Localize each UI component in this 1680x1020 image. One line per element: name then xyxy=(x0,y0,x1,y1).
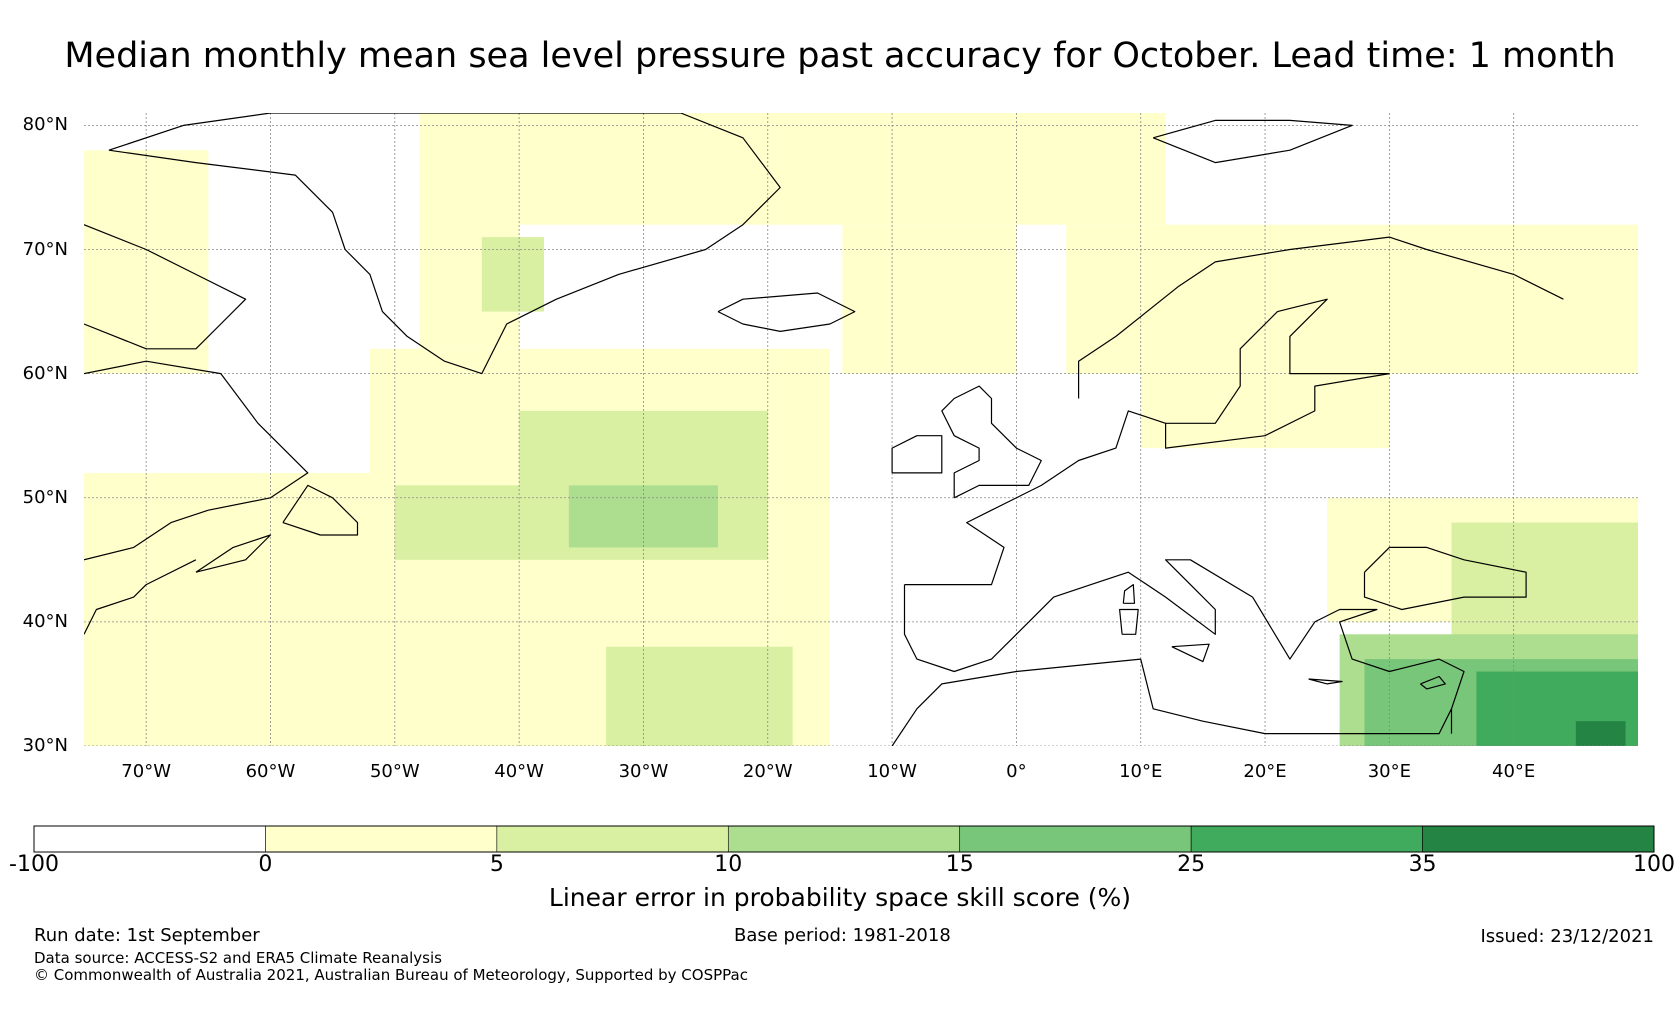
colorbar-tick: -100 xyxy=(9,852,59,877)
coastline-baffin-island xyxy=(84,224,247,350)
colorbar-frame xyxy=(33,825,1655,853)
colorbar-swatch xyxy=(496,825,729,853)
coastline-nova-scotia xyxy=(195,534,272,573)
coastline-corsica xyxy=(1122,583,1136,604)
colorbar-tick: 25 xyxy=(1177,852,1206,877)
coastline-great-britain xyxy=(941,385,1042,499)
lon-label: 0° xyxy=(1006,761,1027,782)
coastline-black-sea xyxy=(1363,546,1527,611)
copyright: © Commonwealth of Australia 2021, Austra… xyxy=(34,966,748,984)
colorbar-swatch xyxy=(1190,825,1423,853)
lon-label: 30°W xyxy=(618,761,669,782)
skill-region-12 xyxy=(481,237,544,312)
skill-region-3 xyxy=(419,113,520,349)
run-date: Run date: 1st September xyxy=(34,925,260,946)
colorbar-label: Linear error in probability space skill … xyxy=(548,883,1132,912)
data-source: Data source: ACCESS-S2 and ERA5 Climate … xyxy=(34,949,442,967)
lon-label: 70°W xyxy=(121,761,171,782)
coastline-cyprus xyxy=(1420,675,1446,690)
lon-label: 40°E xyxy=(1492,761,1536,782)
skill-region-6 xyxy=(1066,224,1638,374)
colorbar-tick: 100 xyxy=(1633,852,1675,877)
skill-region-18 xyxy=(1575,721,1626,746)
skill-region-10 xyxy=(394,485,520,560)
coastline-newfoundland xyxy=(282,484,359,536)
lat-label: 30°N xyxy=(22,735,68,756)
coastline-france-biscay xyxy=(904,373,1390,586)
colorbar-swatch xyxy=(265,825,498,853)
coastline-iceland xyxy=(717,292,856,332)
colorbar-swatch xyxy=(33,825,266,853)
lat-label: 60°N xyxy=(22,362,68,384)
issued-date: Issued: 23/12/2021 xyxy=(1480,926,1654,947)
coastline-svalbard xyxy=(1152,119,1353,164)
coastline-crete xyxy=(1308,678,1343,685)
coastline-north-africa xyxy=(891,658,1453,746)
skill-region-5 xyxy=(842,224,1017,374)
lon-label: 50°W xyxy=(369,761,420,782)
lon-label: 30°E xyxy=(1367,761,1411,782)
colorbar-tick: 15 xyxy=(945,852,974,877)
coastline-us-east-coast xyxy=(84,559,197,635)
map-content xyxy=(84,113,1638,746)
lon-label: 20°E xyxy=(1243,761,1287,782)
lon-label: 20°W xyxy=(742,761,793,782)
coastline-greenland xyxy=(108,113,781,375)
lon-label: 40°W xyxy=(494,761,544,782)
colorbar-swatch xyxy=(959,825,1192,853)
lat-label: 70°N xyxy=(22,238,68,260)
coastline-baltic xyxy=(1165,298,1390,424)
colorbar-tick: 35 xyxy=(1408,852,1437,877)
lat-label: 80°N xyxy=(22,114,68,136)
coastline-sardinia xyxy=(1118,608,1139,635)
coastline-sicily xyxy=(1171,643,1210,663)
coastline-labrador-coast xyxy=(84,360,309,561)
colorbar-tick: 5 xyxy=(489,852,504,877)
lon-label: 60°W xyxy=(245,761,296,782)
colorbar-swatch xyxy=(727,825,961,853)
colorbar-tick: 0 xyxy=(258,852,273,877)
lon-label: 10°E xyxy=(1119,761,1163,782)
colorbar-swatch xyxy=(1422,825,1655,853)
base-period: Base period: 1981-2018 xyxy=(734,925,951,946)
map-title: Median monthly mean sea level pressure p… xyxy=(64,36,1616,76)
coastline-western-europe xyxy=(903,559,1465,734)
lon-label: 10°W xyxy=(867,761,917,782)
coastline-ireland xyxy=(891,435,943,474)
map-field xyxy=(84,113,1638,746)
colorbar xyxy=(33,825,1655,853)
lat-label: 50°N xyxy=(22,486,68,508)
skill-region-11 xyxy=(606,646,793,746)
colorbar-tick: 10 xyxy=(714,852,743,877)
coastline-scandinavia xyxy=(1077,236,1564,399)
lat-label: 40°N xyxy=(22,610,68,632)
skill-region-4 xyxy=(519,113,1166,225)
skill-region-1 xyxy=(84,472,395,746)
